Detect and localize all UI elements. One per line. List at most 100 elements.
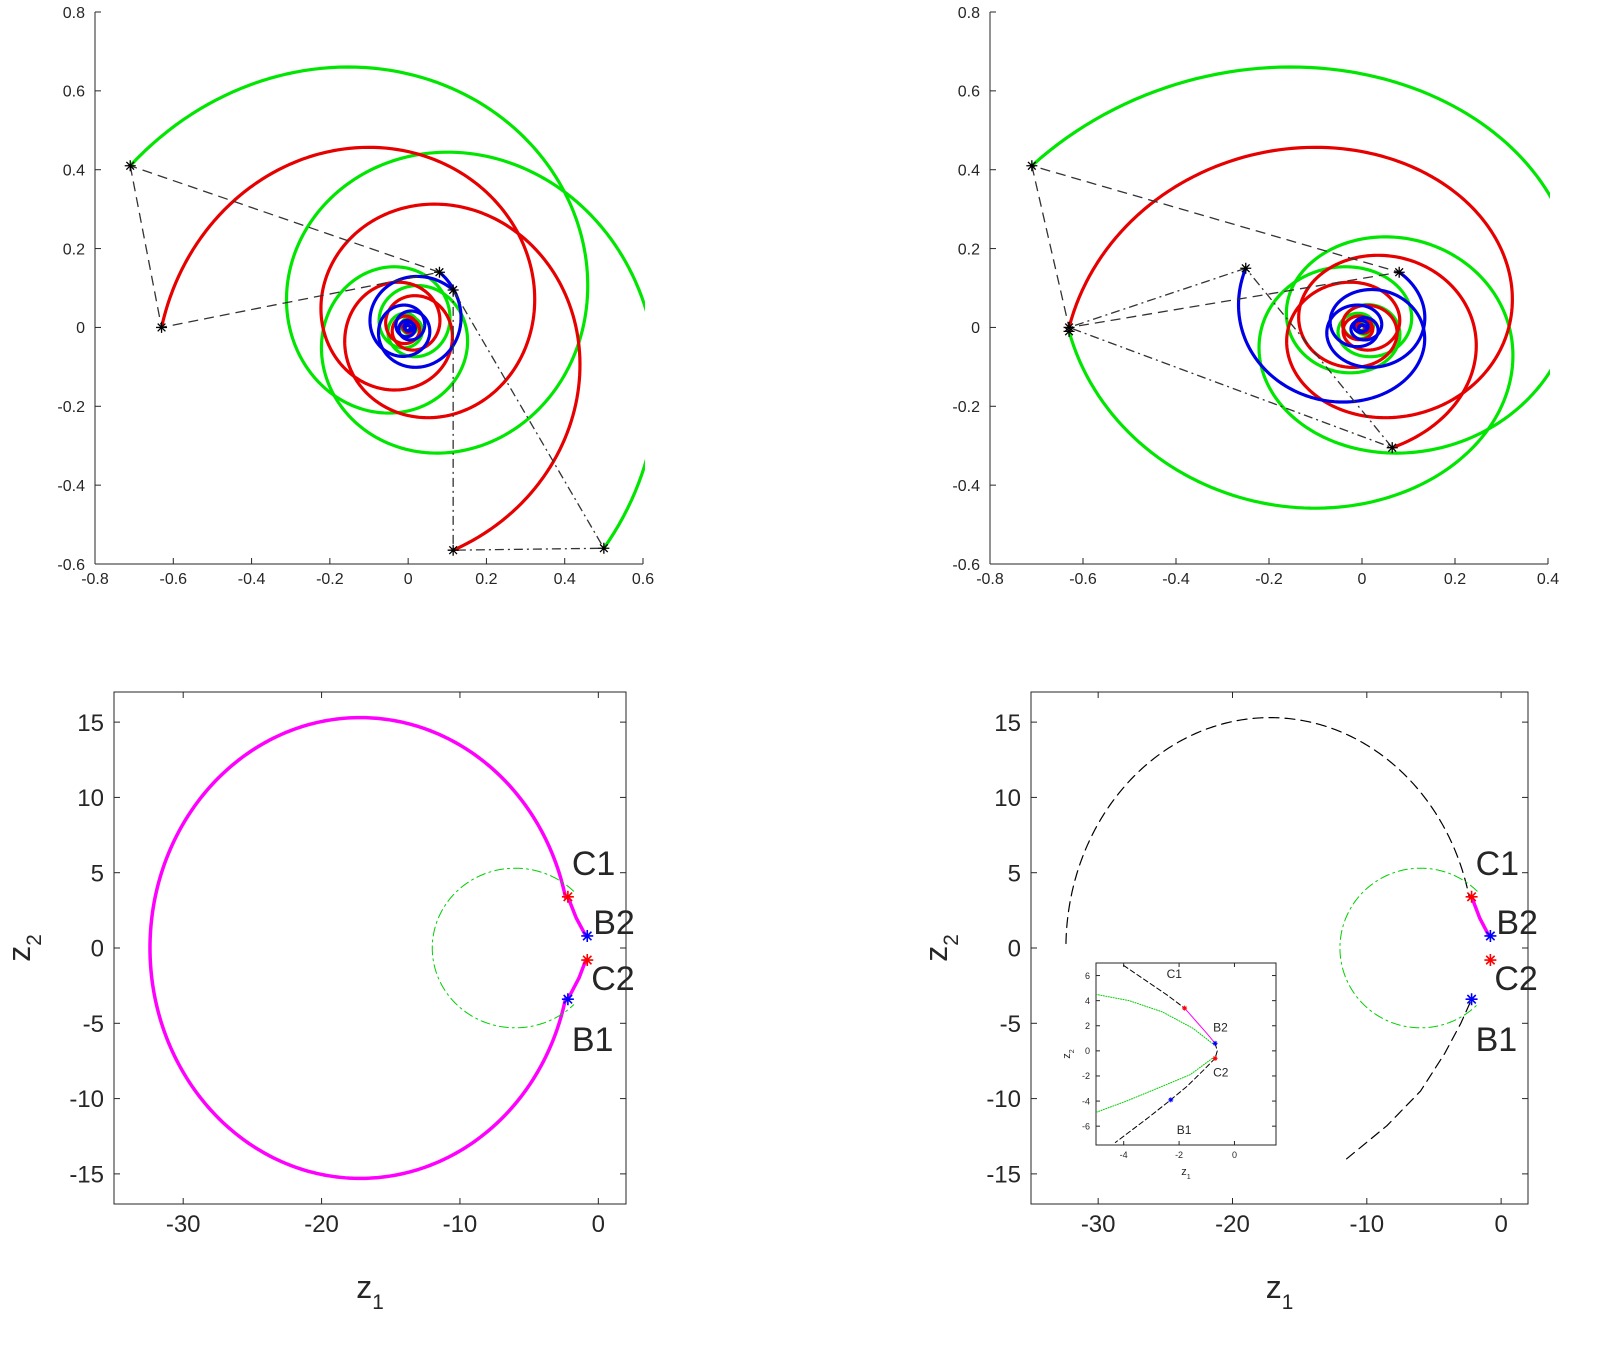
point-marker-b1 (1168, 1097, 1174, 1103)
x-axis-label: z1 (1181, 1166, 1191, 1181)
connector-1 (452, 289, 605, 551)
x-axis-label: z1 (356, 1269, 384, 1314)
marker-4 (1240, 262, 1252, 274)
y-tick-label: 6 (1085, 971, 1090, 981)
point-label-b2: B2 (1496, 904, 1538, 942)
x-tick-label: 0.6 (632, 571, 654, 588)
marker-2 (433, 266, 445, 278)
series-line-5 (1325, 270, 1427, 369)
y-tick-label: -0.2 (57, 399, 85, 416)
point-marker-c2 (1484, 954, 1497, 967)
plot-content (124, 65, 645, 556)
point-label-b1: B1 (572, 1021, 614, 1059)
series-line-1 (1184, 1007, 1216, 1044)
y-tick-label: -15 (69, 1162, 104, 1189)
marker-5 (1386, 442, 1398, 454)
point-label-c2: C2 (1494, 960, 1537, 998)
point-marker-c2 (581, 954, 594, 967)
series-line-3 (431, 867, 575, 1029)
x-tick-label: -0.2 (316, 571, 344, 588)
connector-0 (1031, 165, 1400, 329)
connector-1 (1067, 267, 1395, 450)
x-tick-label: 0.4 (554, 571, 576, 588)
y-tick-label: -0.2 (952, 399, 980, 416)
x-tick-label: 0 (1358, 571, 1367, 588)
y-tick-label: 0.4 (63, 162, 85, 179)
point-marker-c1 (1182, 1005, 1188, 1011)
y-tick-label: 2 (1085, 1021, 1090, 1031)
series-line-4 (1096, 993, 1213, 1044)
y-axis-label: z2 (1, 934, 46, 962)
point-label-c1: C1 (572, 845, 615, 883)
y-tick-label: -5 (1000, 1011, 1021, 1038)
plot-content (1026, 65, 1550, 510)
y-tick-label: -0.6 (952, 557, 980, 574)
series-line-0 (1065, 717, 1470, 945)
y-tick-label: -0.6 (57, 557, 85, 574)
marker-0 (124, 160, 136, 172)
point-label-c1: C1 (1167, 967, 1183, 981)
x-tick-label: -0.2 (1255, 571, 1283, 588)
y-tick-label: -0.4 (952, 478, 980, 495)
point-marker-c2 (1212, 1055, 1218, 1061)
plot-content (1065, 717, 1491, 1160)
y-tick-label: -5 (83, 1011, 104, 1038)
series-line-2 (566, 958, 588, 1001)
x-tick-label: -0.8 (81, 571, 109, 588)
y-tick-label: -0.4 (57, 478, 85, 495)
point-label-c2: C2 (1213, 1065, 1229, 1079)
series-line-3 (1469, 895, 1491, 938)
series-line-0 (1123, 965, 1186, 1009)
plot-frame (113, 691, 627, 1205)
series-line-5 (368, 274, 455, 358)
x-tick-label: -20 (304, 1211, 339, 1238)
panel-top-right: -0.8 -0.6 -0.4 -0.2 0 0.2 0.4-0.6-0.4-0.200.20… (952, 5, 1559, 588)
x-tick-label: -4 (1120, 1150, 1128, 1160)
point-label-b2: B2 (593, 904, 635, 942)
y-tick-label: 0.2 (63, 241, 85, 258)
point-marker-b2 (581, 929, 594, 942)
y-tick-label: 4 (1085, 996, 1090, 1006)
x-tick-label: -0.4 (1162, 571, 1190, 588)
plot-content (148, 715, 588, 1181)
x-tick-label: -0.6 (1069, 571, 1097, 588)
y-tick-label: 0.8 (958, 5, 980, 22)
marker-3 (447, 284, 459, 296)
y-tick-label: 0 (971, 320, 980, 337)
panel-top-left: -0.8 -0.6 -0.4 -0.2 0 0.2 0.4 0.6-0.6-0.4-0.200… (57, 5, 654, 588)
series-line-0 (148, 715, 568, 1181)
x-tick-label: -0.6 (159, 571, 187, 588)
connector-0 (129, 165, 442, 329)
point-label-b1: B1 (1476, 1021, 1518, 1059)
point-marker-b2 (1212, 1040, 1218, 1046)
point-marker-b2 (1484, 929, 1497, 942)
point-marker-b1 (1465, 993, 1478, 1006)
x-tick-label: -2 (1175, 1150, 1183, 1160)
x-tick-label: 0.4 (1537, 571, 1559, 588)
y-tick-label: -6 (1082, 1121, 1090, 1131)
y-tick-label: 0 (1008, 936, 1021, 963)
series-line-1 (1346, 998, 1473, 1160)
point-label-c1: C1 (1476, 845, 1519, 883)
x-tick-label: -10 (1349, 1211, 1384, 1238)
x-tick-label: -20 (1215, 1211, 1250, 1238)
y-tick-label: -15 (986, 1162, 1021, 1189)
y-axis-label: z2 (1061, 1049, 1076, 1059)
y-tick-label: 5 (91, 860, 104, 887)
marker-4 (598, 542, 610, 554)
point-marker-c1 (561, 890, 574, 903)
marker-3 (1393, 266, 1405, 278)
y-tick-label: 0.6 (63, 84, 85, 101)
y-tick-label: -10 (69, 1086, 104, 1113)
x-tick-label: -30 (1081, 1211, 1116, 1238)
series-line-1 (284, 150, 645, 550)
series-line-1 (1067, 235, 1515, 510)
inset-plot: -4 -2 0 -6 -4 -2 0 2 4 6 z1 z2 C1 B2 C2 B1 (1061, 962, 1277, 1181)
x-tick-label: 0.2 (475, 571, 497, 588)
x-tick-label: 0.2 (1444, 571, 1466, 588)
y-tick-label: 10 (994, 785, 1021, 812)
y-tick-label: -4 (1082, 1096, 1090, 1106)
x-tick-label: 0 (592, 1211, 605, 1238)
y-tick-label: 0 (1085, 1046, 1090, 1056)
